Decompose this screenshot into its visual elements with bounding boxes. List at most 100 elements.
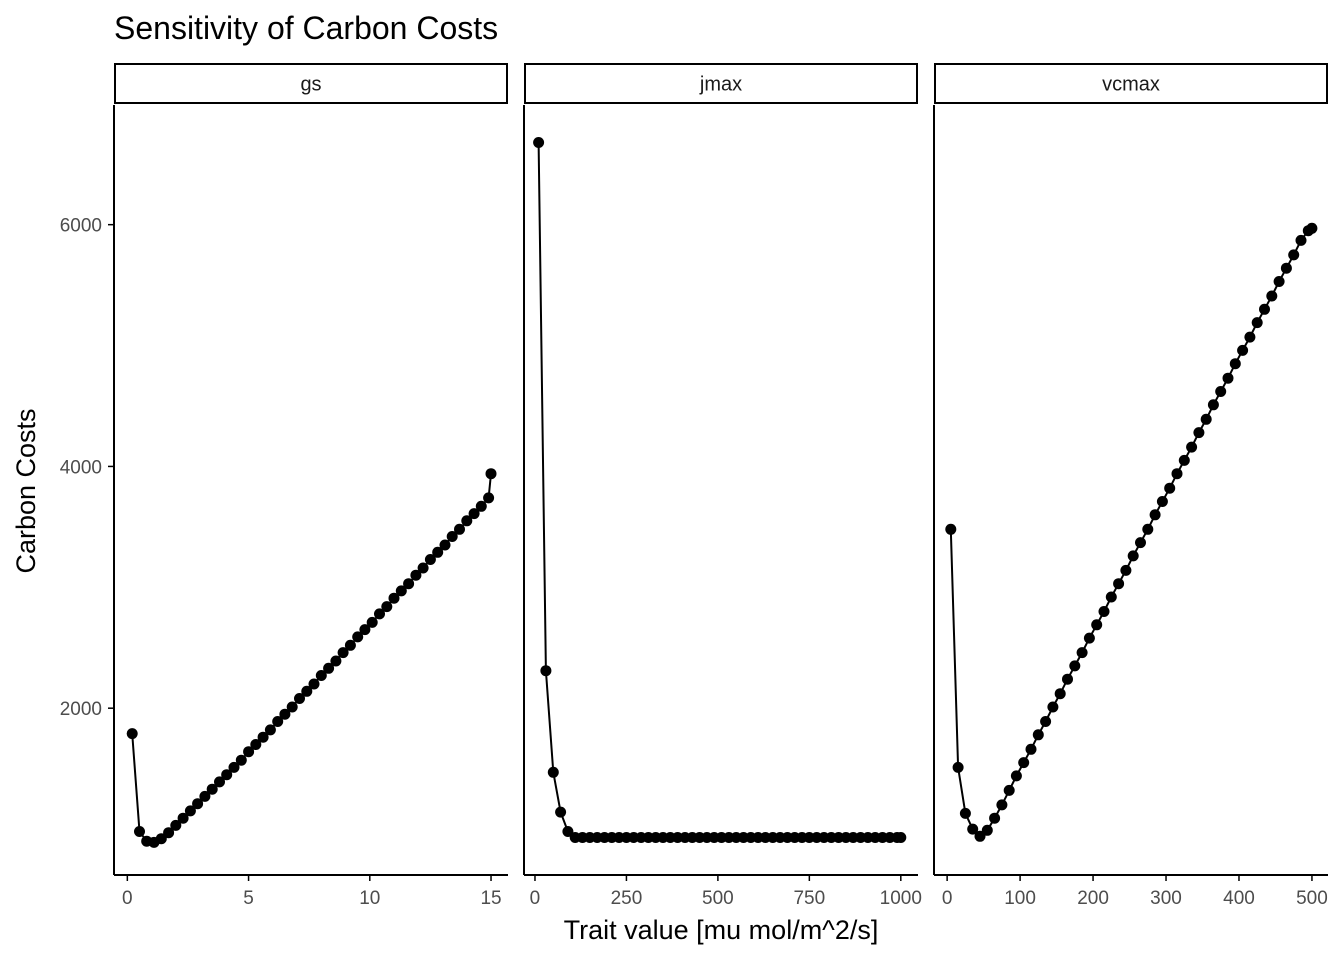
strip-label-gs: gs — [300, 74, 321, 96]
data-point-gs-37 — [395, 585, 407, 597]
data-point-vcmax-41 — [1244, 331, 1256, 343]
data-point-gs-4 — [155, 833, 167, 845]
y-tick-label-6000: 6000 — [60, 216, 102, 237]
x-tick-label-vcmax-500: 500 — [1296, 888, 1328, 909]
data-point-vcmax-43 — [1259, 303, 1270, 315]
data-point-vcmax-7 — [996, 799, 1008, 811]
data-point-vcmax-50 — [1306, 222, 1318, 234]
data-point-gs-13 — [221, 769, 233, 781]
y-tick-label-4000: 4000 — [60, 457, 102, 478]
data-point-gs-36 — [388, 592, 400, 604]
data-point-gs-43 — [439, 539, 451, 551]
data-point-vcmax-31 — [1171, 468, 1183, 480]
strip-label-jmax: jmax — [699, 74, 742, 96]
data-point-gs-12 — [214, 776, 225, 788]
data-point-gs-50 — [485, 468, 497, 480]
data-point-gs-15 — [235, 754, 247, 766]
strip-label-vcmax: vcmax — [1102, 74, 1160, 96]
data-point-vcmax-47 — [1288, 249, 1300, 261]
data-point-jmax-1 — [540, 665, 552, 677]
data-point-gs-45 — [454, 523, 465, 535]
data-point-vcmax-18 — [1076, 647, 1088, 659]
data-point-vcmax-45 — [1273, 276, 1285, 287]
data-point-vcmax-48 — [1295, 234, 1307, 246]
data-point-vcmax-32 — [1178, 454, 1190, 466]
data-point-gs-10 — [199, 790, 211, 802]
data-point-vcmax-15 — [1054, 688, 1066, 700]
x-tick-label-jmax-500: 500 — [702, 888, 734, 909]
series-line-jmax — [537, 142, 901, 839]
data-point-gs-29 — [337, 647, 349, 659]
data-point-vcmax-8 — [1003, 784, 1015, 796]
data-point-gs-25 — [308, 678, 320, 690]
data-point-gs-8 — [184, 805, 196, 817]
data-point-gs-6 — [170, 819, 182, 831]
data-point-vcmax-14 — [1047, 701, 1059, 713]
x-tick-label-gs-5: 5 — [243, 888, 254, 909]
data-point-gs-26 — [315, 670, 327, 681]
data-point-vcmax-39 — [1229, 358, 1241, 370]
data-point-vcmax-33 — [1186, 441, 1198, 453]
data-point-vcmax-4 — [974, 830, 986, 842]
strip-box-vcmax — [934, 63, 1328, 104]
data-point-gs-39 — [410, 569, 422, 581]
data-point-gs-33 — [366, 616, 378, 628]
data-point-gs-38 — [403, 578, 415, 590]
data-point-gs-14 — [228, 761, 240, 773]
data-point-vcmax-40 — [1237, 344, 1249, 356]
data-point-vcmax-44 — [1266, 290, 1278, 302]
chart-title: Sensitivity of Carbon Costs — [114, 10, 498, 46]
data-point-gs-0 — [126, 728, 138, 740]
data-point-vcmax-12 — [1032, 729, 1044, 741]
data-point-vcmax-28 — [1149, 509, 1161, 521]
data-point-gs-18 — [257, 731, 269, 743]
data-point-gs-48 — [475, 500, 487, 512]
x-tick-label-vcmax-400: 400 — [1223, 888, 1255, 909]
data-point-jmax-2 — [547, 766, 559, 778]
data-point-gs-47 — [468, 508, 480, 520]
data-point-vcmax-16 — [1062, 673, 1073, 685]
data-point-gs-46 — [461, 515, 473, 527]
data-point-vcmax-13 — [1040, 716, 1052, 727]
data-point-vcmax-26 — [1135, 537, 1146, 549]
x-tick-label-jmax-250: 250 — [611, 888, 643, 909]
data-point-gs-1 — [134, 826, 145, 837]
data-point-vcmax-27 — [1142, 523, 1154, 535]
data-point-vcmax-17 — [1069, 660, 1081, 672]
data-point-vcmax-20 — [1091, 619, 1103, 631]
data-point-gs-42 — [432, 546, 444, 558]
data-point-vcmax-0 — [945, 523, 957, 535]
facet-panel-gs: gs 0 5 10 15 2000 4000 6000 — [60, 63, 508, 909]
data-point-vcmax-5 — [981, 824, 993, 836]
data-point-vcmax-10 — [1018, 757, 1030, 769]
data-point-gs-40 — [417, 562, 429, 574]
data-point-jmax-4 — [562, 826, 574, 837]
data-point-vcmax-2 — [959, 807, 971, 819]
data-point-gs-49 — [483, 492, 495, 504]
data-point-vcmax-1 — [952, 761, 964, 773]
data-point-vcmax-30 — [1164, 482, 1176, 494]
x-axis-title: Trait value [mu mol/m^2/s] — [564, 915, 879, 945]
x-tick-label-jmax-750: 750 — [793, 888, 825, 909]
data-point-gs-32 — [359, 624, 371, 636]
data-point-vcmax-6 — [989, 812, 1001, 824]
data-point-vcmax-36 — [1207, 399, 1219, 411]
data-point-gs-28 — [330, 655, 342, 667]
x-tick-label-vcmax-0: 0 — [942, 888, 953, 909]
data-point-gs-22 — [286, 701, 298, 713]
facet-panel-vcmax: vcmax 0 100 200 300 400 500 — [933, 63, 1328, 909]
x-tick-label-jmax-1000: 1000 — [880, 888, 922, 909]
data-point-jmax-3 — [555, 806, 567, 818]
data-point-jmax-50 — [895, 832, 907, 843]
data-point-gs-19 — [264, 724, 276, 736]
data-point-vcmax-21 — [1098, 606, 1110, 617]
series-line-gs — [131, 473, 492, 844]
data-point-vcmax-23 — [1113, 578, 1125, 590]
data-point-vcmax-42 — [1251, 317, 1263, 329]
data-point-gs-44 — [446, 531, 458, 542]
data-point-gs-35 — [381, 601, 393, 613]
data-point-gs-9 — [192, 798, 204, 810]
data-point-gs-30 — [344, 639, 356, 651]
